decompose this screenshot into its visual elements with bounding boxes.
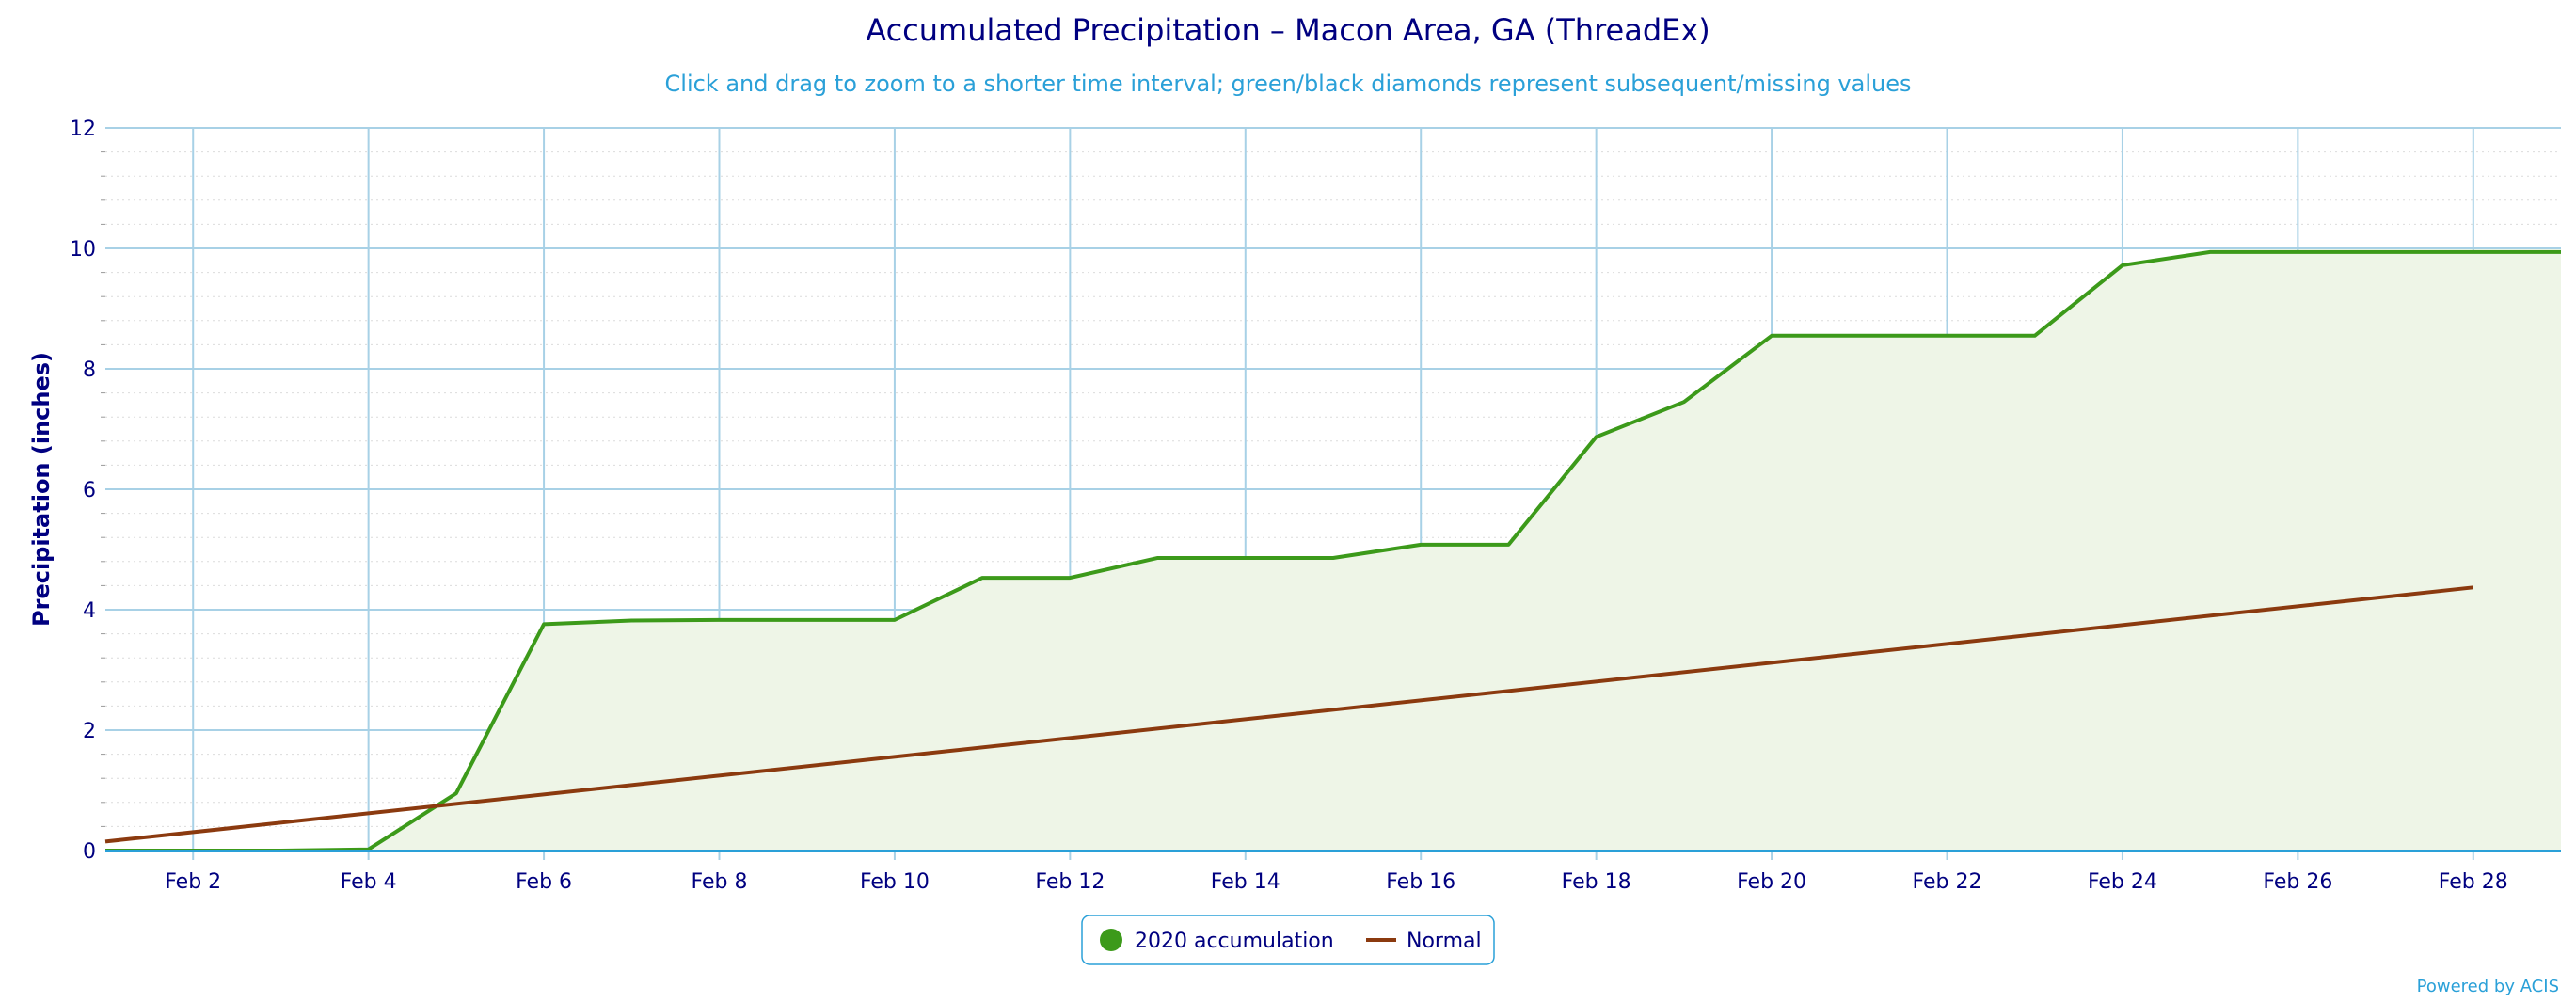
x-tick-label: Feb 12 — [1035, 870, 1105, 894]
x-tick-label: Feb 4 — [341, 870, 397, 894]
legend-marker-2020-accumulation — [1100, 929, 1122, 951]
legend-item-normal[interactable]: Normal — [1366, 930, 1482, 953]
x-tick-label: Feb 10 — [860, 870, 930, 894]
x-tick-label: Feb 18 — [1562, 870, 1631, 894]
y-tick-label: 8 — [83, 358, 96, 382]
y-axis-label: Precipitation (inches) — [28, 352, 55, 627]
x-tick-label: Feb 24 — [2088, 870, 2157, 894]
legend-box — [1081, 915, 1495, 965]
series-layer — [104, 249, 2561, 852]
x-tick-label: Feb 28 — [2439, 870, 2508, 894]
x-tick-label: Feb 20 — [1737, 870, 1806, 894]
x-tick-label: Feb 22 — [1913, 870, 1982, 894]
y-tick-label: 2 — [83, 720, 96, 743]
y-tick-label: 12 — [70, 118, 96, 141]
y-tick-label: 10 — [70, 238, 96, 262]
y-tick-label: 4 — [83, 599, 96, 623]
chart-title: Accumulated Precipitation – Macon Area, … — [866, 12, 1710, 48]
legend-item-2020-accumulation[interactable]: 2020 accumulation — [1100, 929, 1334, 953]
x-tick-label: Feb 14 — [1211, 870, 1280, 894]
credit-link[interactable]: Powered by ACIS — [2417, 977, 2559, 996]
x-tick-label: Feb 8 — [692, 870, 748, 894]
legend: 2020 accumulation Normal — [1081, 915, 1495, 965]
axes: 0 2 4 6 8 10 12 Feb 2 Feb 4 Feb 6 Feb 8 Feb 10 Feb 1… — [70, 118, 2561, 894]
y-tick-label: 0 — [83, 840, 96, 864]
2020-accumulation-area — [105, 251, 2561, 852]
x-tick-label: Feb 26 — [2263, 870, 2332, 894]
x-tick-label: Feb 6 — [516, 870, 572, 894]
y-tick-label: 6 — [83, 479, 96, 502]
legend-label-normal: Normal — [1407, 930, 1482, 953]
chart-subtitle: Click and drag to zoom to a shorter time… — [665, 71, 1912, 97]
normal-line[interactable] — [104, 585, 2474, 844]
x-tick-label: Feb 16 — [1386, 870, 1455, 894]
x-tick-label: Feb 2 — [165, 870, 221, 894]
legend-label-2020-accumulation: 2020 accumulation — [1135, 930, 1334, 953]
2020-accumulation-line[interactable] — [105, 249, 2561, 852]
